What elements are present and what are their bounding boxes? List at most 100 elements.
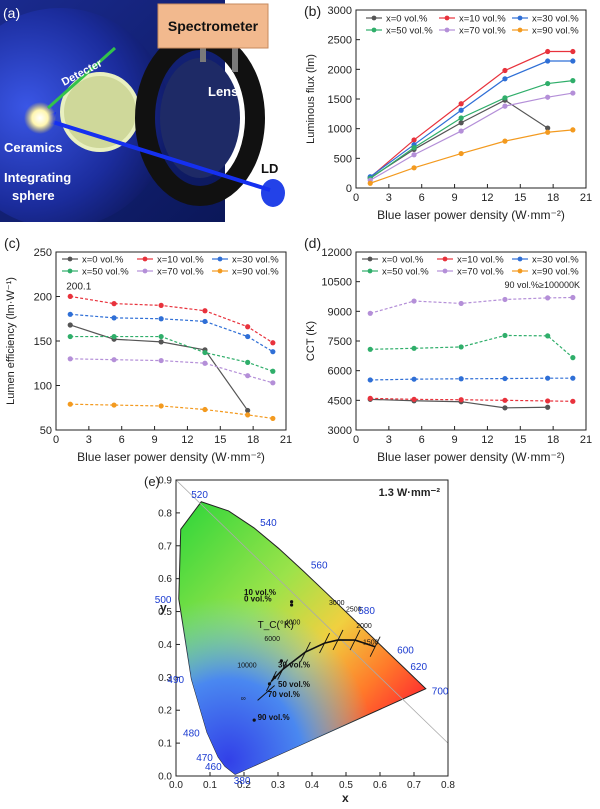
y-axis-label: CCT (K) — [305, 321, 317, 361]
cct-chart: 0 3 6 9 12 15 18 21 3000 4500 6000 7500 9000 10500 120… — [304, 235, 592, 464]
wavelength-label: 460 — [205, 762, 222, 773]
isotherm-line — [299, 641, 311, 663]
legend-marker-x90 — [517, 268, 523, 274]
cie-x-tick-label: 0.7 — [407, 780, 421, 791]
cie-x-axis-label: x — [342, 791, 349, 804]
data-point-x0 — [502, 405, 508, 411]
data-point-x70 — [245, 373, 251, 379]
x-axis-label: Blue laser power density (W·mm⁻²) — [77, 450, 265, 464]
x-tick-label: 3 — [386, 434, 392, 446]
legend-marker-x90 — [217, 268, 223, 274]
x-tick-label: 21 — [280, 434, 292, 446]
series-line-x10 — [369, 50, 573, 178]
cie-x-tick-label: 0.6 — [373, 780, 387, 791]
data-point-x50 — [545, 333, 551, 339]
sample-label: 10 vol.% — [244, 588, 276, 597]
cie-blue-region — [178, 501, 426, 775]
sphere-label-line1: Integrating — [4, 170, 71, 185]
laser-beam — [39, 116, 271, 192]
y-tick-label: 3000 — [328, 425, 352, 437]
panel-b: 0 3 6 9 12 15 18 21 0 500 1000 1500 2000 2500 3000 (b) B… — [300, 0, 600, 222]
series-line-x50 — [70, 335, 274, 372]
legend-marker-x50 — [367, 268, 373, 274]
y-tick-label: 9000 — [328, 306, 352, 318]
cie-x-tick-label: 0.1 — [203, 780, 217, 791]
infinity-tail — [257, 685, 275, 701]
series-line-x70 — [369, 92, 573, 181]
cct-temp-label: 6000 — [264, 636, 280, 643]
data-point-x70 — [545, 295, 551, 301]
data-point-x50 — [67, 333, 73, 340]
legend-label-x50: x=50 vol.% — [386, 26, 433, 37]
data-point-x10 — [411, 396, 417, 402]
legend-marker-x90 — [517, 27, 523, 33]
cct-temp-label: 2500 — [346, 607, 362, 614]
legend-label-x10: x=10 vol.% — [157, 255, 204, 266]
wavelength-label: 520 — [191, 490, 208, 501]
data-point-x0 — [245, 407, 251, 414]
x-tick-label: 6 — [119, 434, 125, 446]
panel-label: (d) — [304, 235, 321, 251]
panel-label: (c) — [4, 235, 20, 251]
y-tick-label: 1000 — [328, 124, 352, 136]
data-point-x70 — [411, 298, 417, 304]
data-point-x90 — [502, 138, 508, 144]
data-point-x30 — [367, 377, 373, 383]
data-point-x50 — [545, 80, 551, 87]
x-tick-label: 0 — [353, 434, 359, 446]
data-point-x10 — [502, 397, 508, 403]
y-tick-label: 200 — [34, 292, 52, 304]
x-tick-label: 18 — [247, 434, 259, 446]
x-tick-label: 18 — [547, 192, 559, 204]
legend-label-x90: x=90 vol.% — [532, 267, 579, 278]
x-tick-label: 12 — [181, 434, 193, 446]
data-point-x50 — [270, 368, 276, 374]
x-tick-label: 15 — [514, 192, 526, 204]
data-point-x90 — [458, 150, 464, 157]
cie-y-tick-label: 0.0 — [158, 772, 172, 783]
data-point-x0 — [67, 322, 73, 328]
legend-marker-x30 — [517, 15, 523, 21]
panel-e: 0.0 0.1 0.2 0.3 0.4 0.5 0.6 0.7 0.8 0.0 0.1 0.2 0.3 0… — [140, 470, 460, 805]
y-tick-label: 4500 — [328, 395, 352, 407]
sample-label: 0 vol.% — [244, 595, 272, 604]
wavelength-label: 580 — [358, 606, 375, 617]
cct-axis-label: T_C(°K) — [258, 620, 294, 631]
data-point-x30 — [502, 375, 508, 382]
legend-marker-x50 — [371, 27, 377, 33]
data-point-x30 — [67, 311, 73, 317]
legend-label-x30: x=30 vol.% — [232, 255, 279, 266]
data-point-x50 — [502, 95, 508, 101]
x-tick-label: 9 — [152, 434, 158, 446]
y-tick-label: 50 — [40, 425, 52, 437]
isotherm-line — [266, 670, 277, 692]
data-point-x30 — [270, 349, 276, 355]
legend-label-x50: x=50 vol.% — [82, 267, 129, 278]
wavelength-label: 600 — [397, 645, 414, 656]
y-tick-label: 150 — [34, 336, 52, 348]
data-point-x30 — [458, 376, 464, 382]
lens-glass — [160, 58, 240, 178]
legend-marker-x0 — [371, 15, 377, 21]
series-line-x50 — [370, 334, 574, 359]
data-point-x90 — [158, 403, 164, 409]
data-point-x10 — [245, 324, 251, 330]
sample-label: 30 vol.% — [278, 660, 310, 669]
data-point-x30 — [111, 315, 117, 321]
data-point-x90 — [67, 401, 73, 407]
x-tick-label: 9 — [452, 192, 458, 204]
x-tick-label: 6 — [419, 192, 425, 204]
data-point-x70 — [458, 300, 464, 307]
sample-point — [252, 718, 256, 722]
sphere-label-line2: sphere — [12, 188, 55, 203]
sample-point — [273, 675, 277, 679]
wavelength-label: 560 — [311, 561, 328, 572]
data-point-x10 — [502, 67, 508, 74]
wavelength-label: 620 — [410, 662, 427, 673]
wavelength-label: 480 — [183, 728, 200, 739]
sample-label: 70 vol.% — [268, 690, 300, 699]
data-point-x30 — [245, 333, 251, 340]
x-tick-label: 12 — [481, 434, 493, 446]
y-tick-label: 10500 — [321, 277, 352, 289]
legend-label-x70: x=70 vol.% — [457, 267, 504, 278]
